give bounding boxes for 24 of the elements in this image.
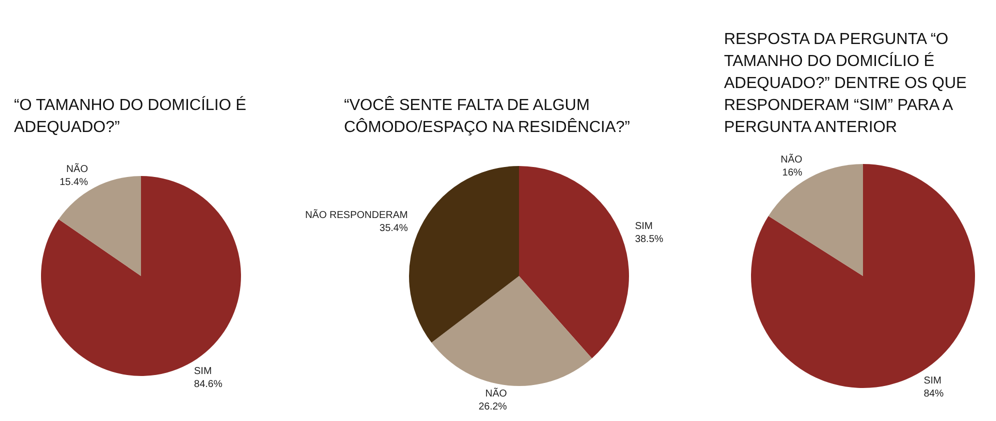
slice-label: SIM [634,221,653,232]
chart-title: “VOCÊ SENTE FALTA DE ALGUM CÔMODO/ESPAÇO NA RESIDÊNCIA?” [343,95,631,138]
chart-title: RESPOSTA DA PERGUNTA “O TAMANHO DO DOMICÍLIO É ADEQUADO?” DENTRE OS QUE RESPONDERAM “SIM” PARA A PERGUNTA ANTERIOR [723,30,968,138]
data-label: 26.2% [478,401,508,412]
data-label: 15.4% [60,177,88,188]
slice-label: NÃO [780,154,803,166]
slice-label: NÃO RESPONDERAM [305,208,408,221]
pie-slice [432,276,592,386]
slice-label: SIM [924,375,942,386]
pie-slice [768,164,863,276]
data-label: 16% [782,168,802,179]
slice-label: NÃO [485,387,508,400]
slice-label: SIM [194,366,212,377]
pie-slice [41,176,241,376]
data-label: 35.4% [380,222,408,234]
pie-slice [519,166,629,358]
chart-title: “O TAMANHO DO DOMICÍLIO É ADEQUADO?” [13,95,248,138]
slice-label: NÃO [66,163,88,176]
pie-slice [409,166,519,343]
pie-slice [751,164,975,388]
data-label: 84% [924,388,944,400]
data-label: 84.6% [194,378,222,390]
pie-slice [58,176,141,276]
data-label: 38.5% [634,234,664,246]
